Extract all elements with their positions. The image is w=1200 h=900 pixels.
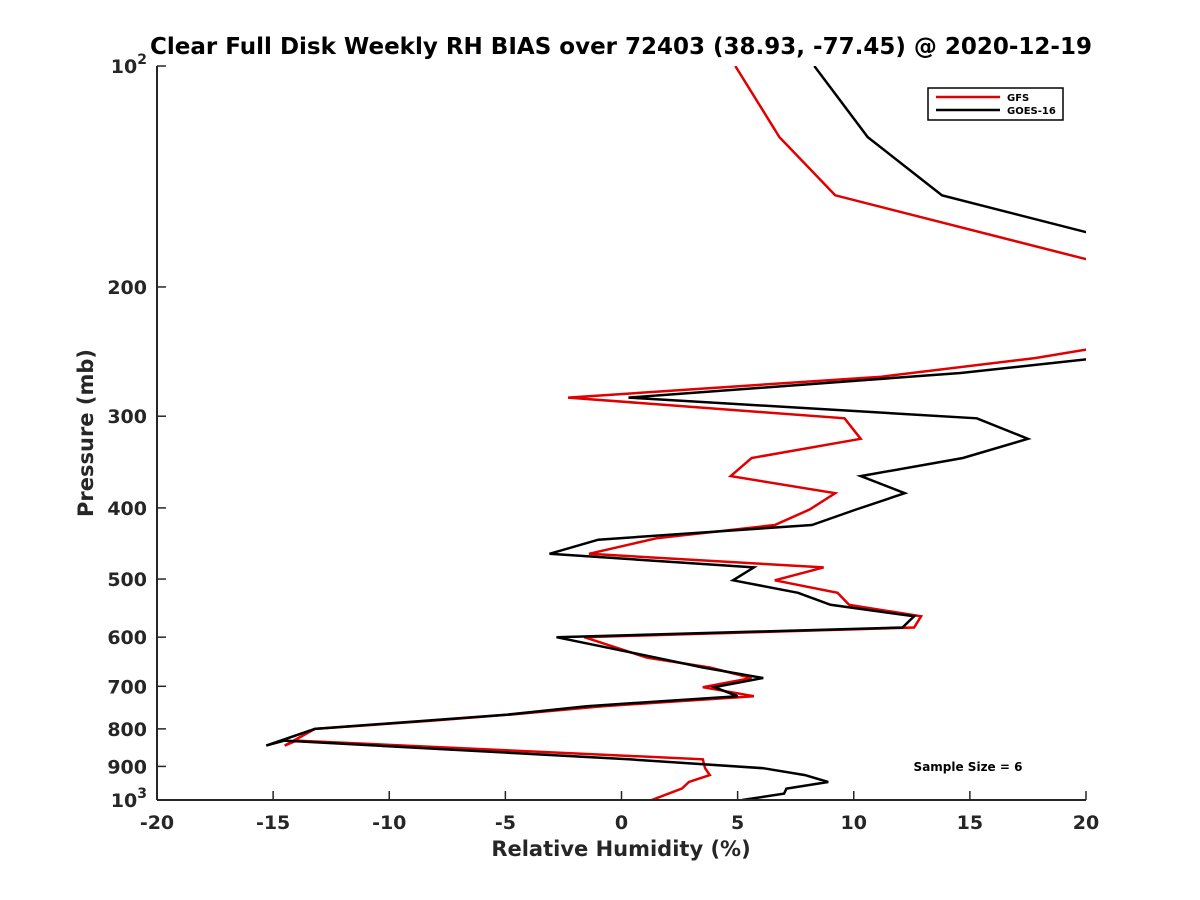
y-tick-label: 103 (111, 786, 147, 812)
y-ticks: 102 200 300 400 500 600 700 800 900 103 (107, 52, 166, 812)
x-tick-label: -5 (495, 812, 516, 834)
y-tick-label: 400 (107, 498, 147, 520)
y-tick-label: 200 (107, 277, 147, 299)
x-axis-label: Relative Humidity (%) (491, 837, 750, 861)
legend-box (927, 87, 1064, 121)
legend-label-gfs: GFS (1007, 93, 1029, 104)
x-tick-label: 5 (731, 812, 744, 834)
y-tick-label: 600 (107, 627, 147, 649)
legend-label-goes16: GOES-16 (1007, 106, 1056, 117)
x-tick-label: -15 (256, 812, 290, 834)
x-ticks: -20 -15 -10 -5 0 5 10 15 20 (140, 791, 1099, 834)
chart-title: Clear Full Disk Weekly RH BIAS over 7240… (150, 34, 1092, 60)
y-tick-label: 500 (107, 569, 147, 591)
x-tick-label: -10 (372, 812, 406, 834)
y-tick-label: 900 (107, 756, 147, 778)
y-tick-label: 102 (111, 52, 147, 78)
x-tick-label: -20 (140, 812, 174, 834)
y-axis-label: Pressure (mb) (74, 349, 98, 517)
series-line-gfs (284, 66, 1086, 800)
series-line-goes16 (265, 66, 1086, 800)
x-tick-label: 20 (1073, 812, 1099, 834)
plot-area (157, 66, 1086, 800)
x-tick-label: 0 (615, 812, 628, 834)
sample-size-annotation: Sample Size = 6 (914, 760, 1023, 774)
legend: GFS GOES-16 (927, 87, 1064, 121)
x-tick-label: 10 (841, 812, 867, 834)
series-layer (265, 66, 1086, 800)
y-tick-label: 700 (107, 676, 147, 698)
y-tick-label: 300 (107, 406, 147, 428)
x-tick-label: 15 (957, 812, 983, 834)
y-tick-label: 800 (107, 719, 147, 741)
